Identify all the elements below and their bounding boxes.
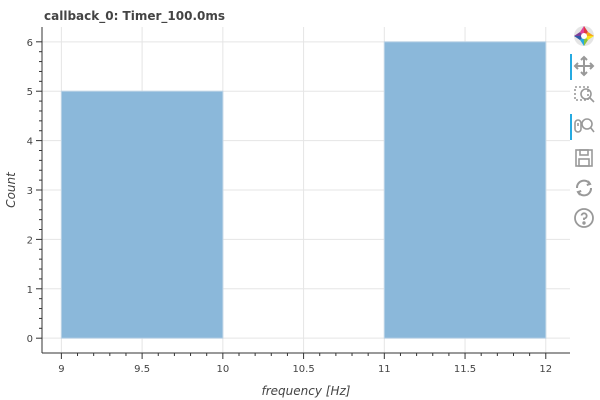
reset-icon[interactable] <box>572 176 596 200</box>
y-tick-label: 3 <box>27 186 33 197</box>
pan-icon[interactable] <box>570 54 596 80</box>
histogram-bar <box>60 90 224 339</box>
bokeh-logo-icon[interactable] <box>572 24 596 48</box>
x-tick-label: 12 <box>539 364 552 375</box>
chart-title: callback_0: Timer_100.0ms <box>44 9 225 24</box>
y-axis-label: Count <box>4 171 18 208</box>
y-tick-label: 4 <box>27 137 33 148</box>
box-zoom-icon[interactable] <box>572 84 596 108</box>
x-axis-label: frequency [Hz] <box>262 384 351 398</box>
y-tick-label: 5 <box>27 87 33 98</box>
x-tick-label: 10.5 <box>292 364 314 375</box>
y-tick-label: 1 <box>27 285 33 296</box>
help-icon[interactable] <box>572 206 596 230</box>
y-tick-label: 2 <box>27 235 33 246</box>
y-tick-label: 0 <box>27 334 33 345</box>
x-tick-label: 11 <box>378 364 391 375</box>
x-tick-label: 10 <box>216 364 229 375</box>
y-tick-label: 6 <box>27 38 33 49</box>
x-tick-label: 9 <box>58 364 64 375</box>
bars <box>60 41 547 339</box>
x-tick-label: 11.5 <box>454 364 476 375</box>
x-tick-label: 9.5 <box>134 364 150 375</box>
wheel-zoom-icon[interactable] <box>570 114 596 140</box>
toolbar <box>570 24 598 244</box>
save-icon[interactable] <box>572 146 596 170</box>
histogram-bar <box>383 41 547 339</box>
